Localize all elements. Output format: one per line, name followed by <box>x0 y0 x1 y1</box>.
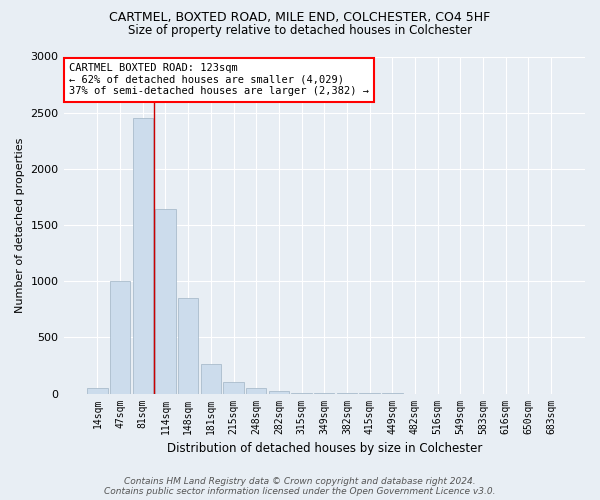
Y-axis label: Number of detached properties: Number of detached properties <box>15 138 25 312</box>
Bar <box>155 210 176 394</box>
Bar <box>133 118 153 394</box>
Bar <box>87 388 107 394</box>
X-axis label: Distribution of detached houses by size in Colchester: Distribution of detached houses by size … <box>167 442 482 455</box>
Text: Contains HM Land Registry data © Crown copyright and database right 2024.
Contai: Contains HM Land Registry data © Crown c… <box>104 476 496 496</box>
Text: CARTMEL BOXTED ROAD: 123sqm
← 62% of detached houses are smaller (4,029)
37% of : CARTMEL BOXTED ROAD: 123sqm ← 62% of det… <box>69 63 369 96</box>
Bar <box>200 364 221 394</box>
Bar <box>246 388 266 394</box>
Bar <box>269 392 289 394</box>
Bar <box>292 392 312 394</box>
Bar <box>223 382 244 394</box>
Text: Size of property relative to detached houses in Colchester: Size of property relative to detached ho… <box>128 24 472 37</box>
Text: CARTMEL, BOXTED ROAD, MILE END, COLCHESTER, CO4 5HF: CARTMEL, BOXTED ROAD, MILE END, COLCHEST… <box>109 11 491 24</box>
Bar <box>110 281 130 394</box>
Bar <box>178 298 199 394</box>
